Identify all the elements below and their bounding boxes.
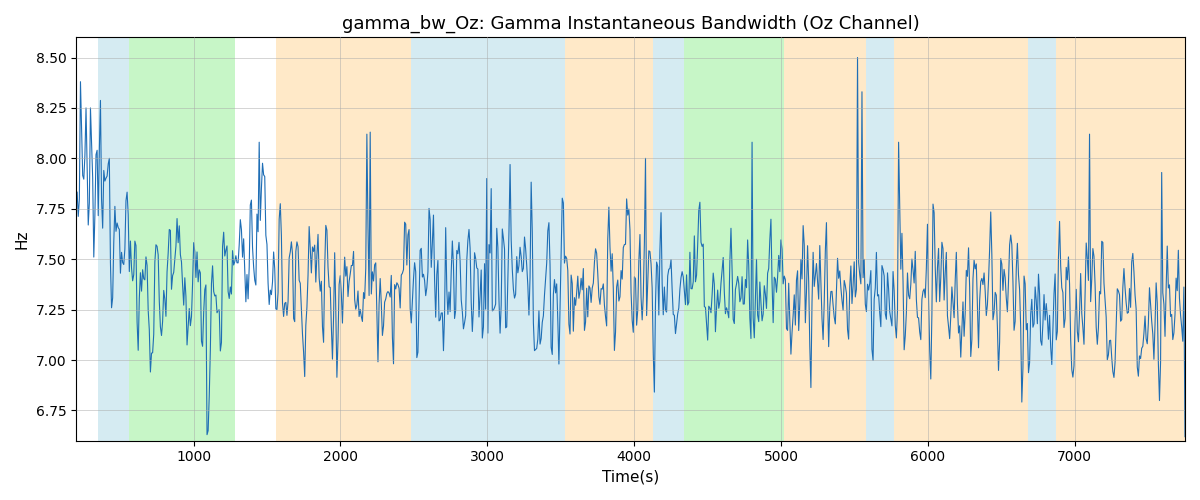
Bar [866, 38, 894, 440]
X-axis label: Time(s): Time(s) [602, 470, 659, 485]
Bar [1056, 38, 1186, 440]
Bar [1028, 38, 1056, 440]
Bar [128, 38, 235, 440]
Bar [98, 38, 128, 440]
Bar [684, 38, 784, 440]
Title: gamma_bw_Oz: Gamma Instantaneous Bandwidth (Oz Channel): gamma_bw_Oz: Gamma Instantaneous Bandwid… [342, 15, 919, 34]
Bar [784, 38, 866, 440]
Bar [276, 38, 410, 440]
Bar [894, 38, 1028, 440]
Bar [653, 38, 684, 440]
Bar [410, 38, 565, 440]
Y-axis label: Hz: Hz [14, 230, 30, 249]
Bar [565, 38, 653, 440]
